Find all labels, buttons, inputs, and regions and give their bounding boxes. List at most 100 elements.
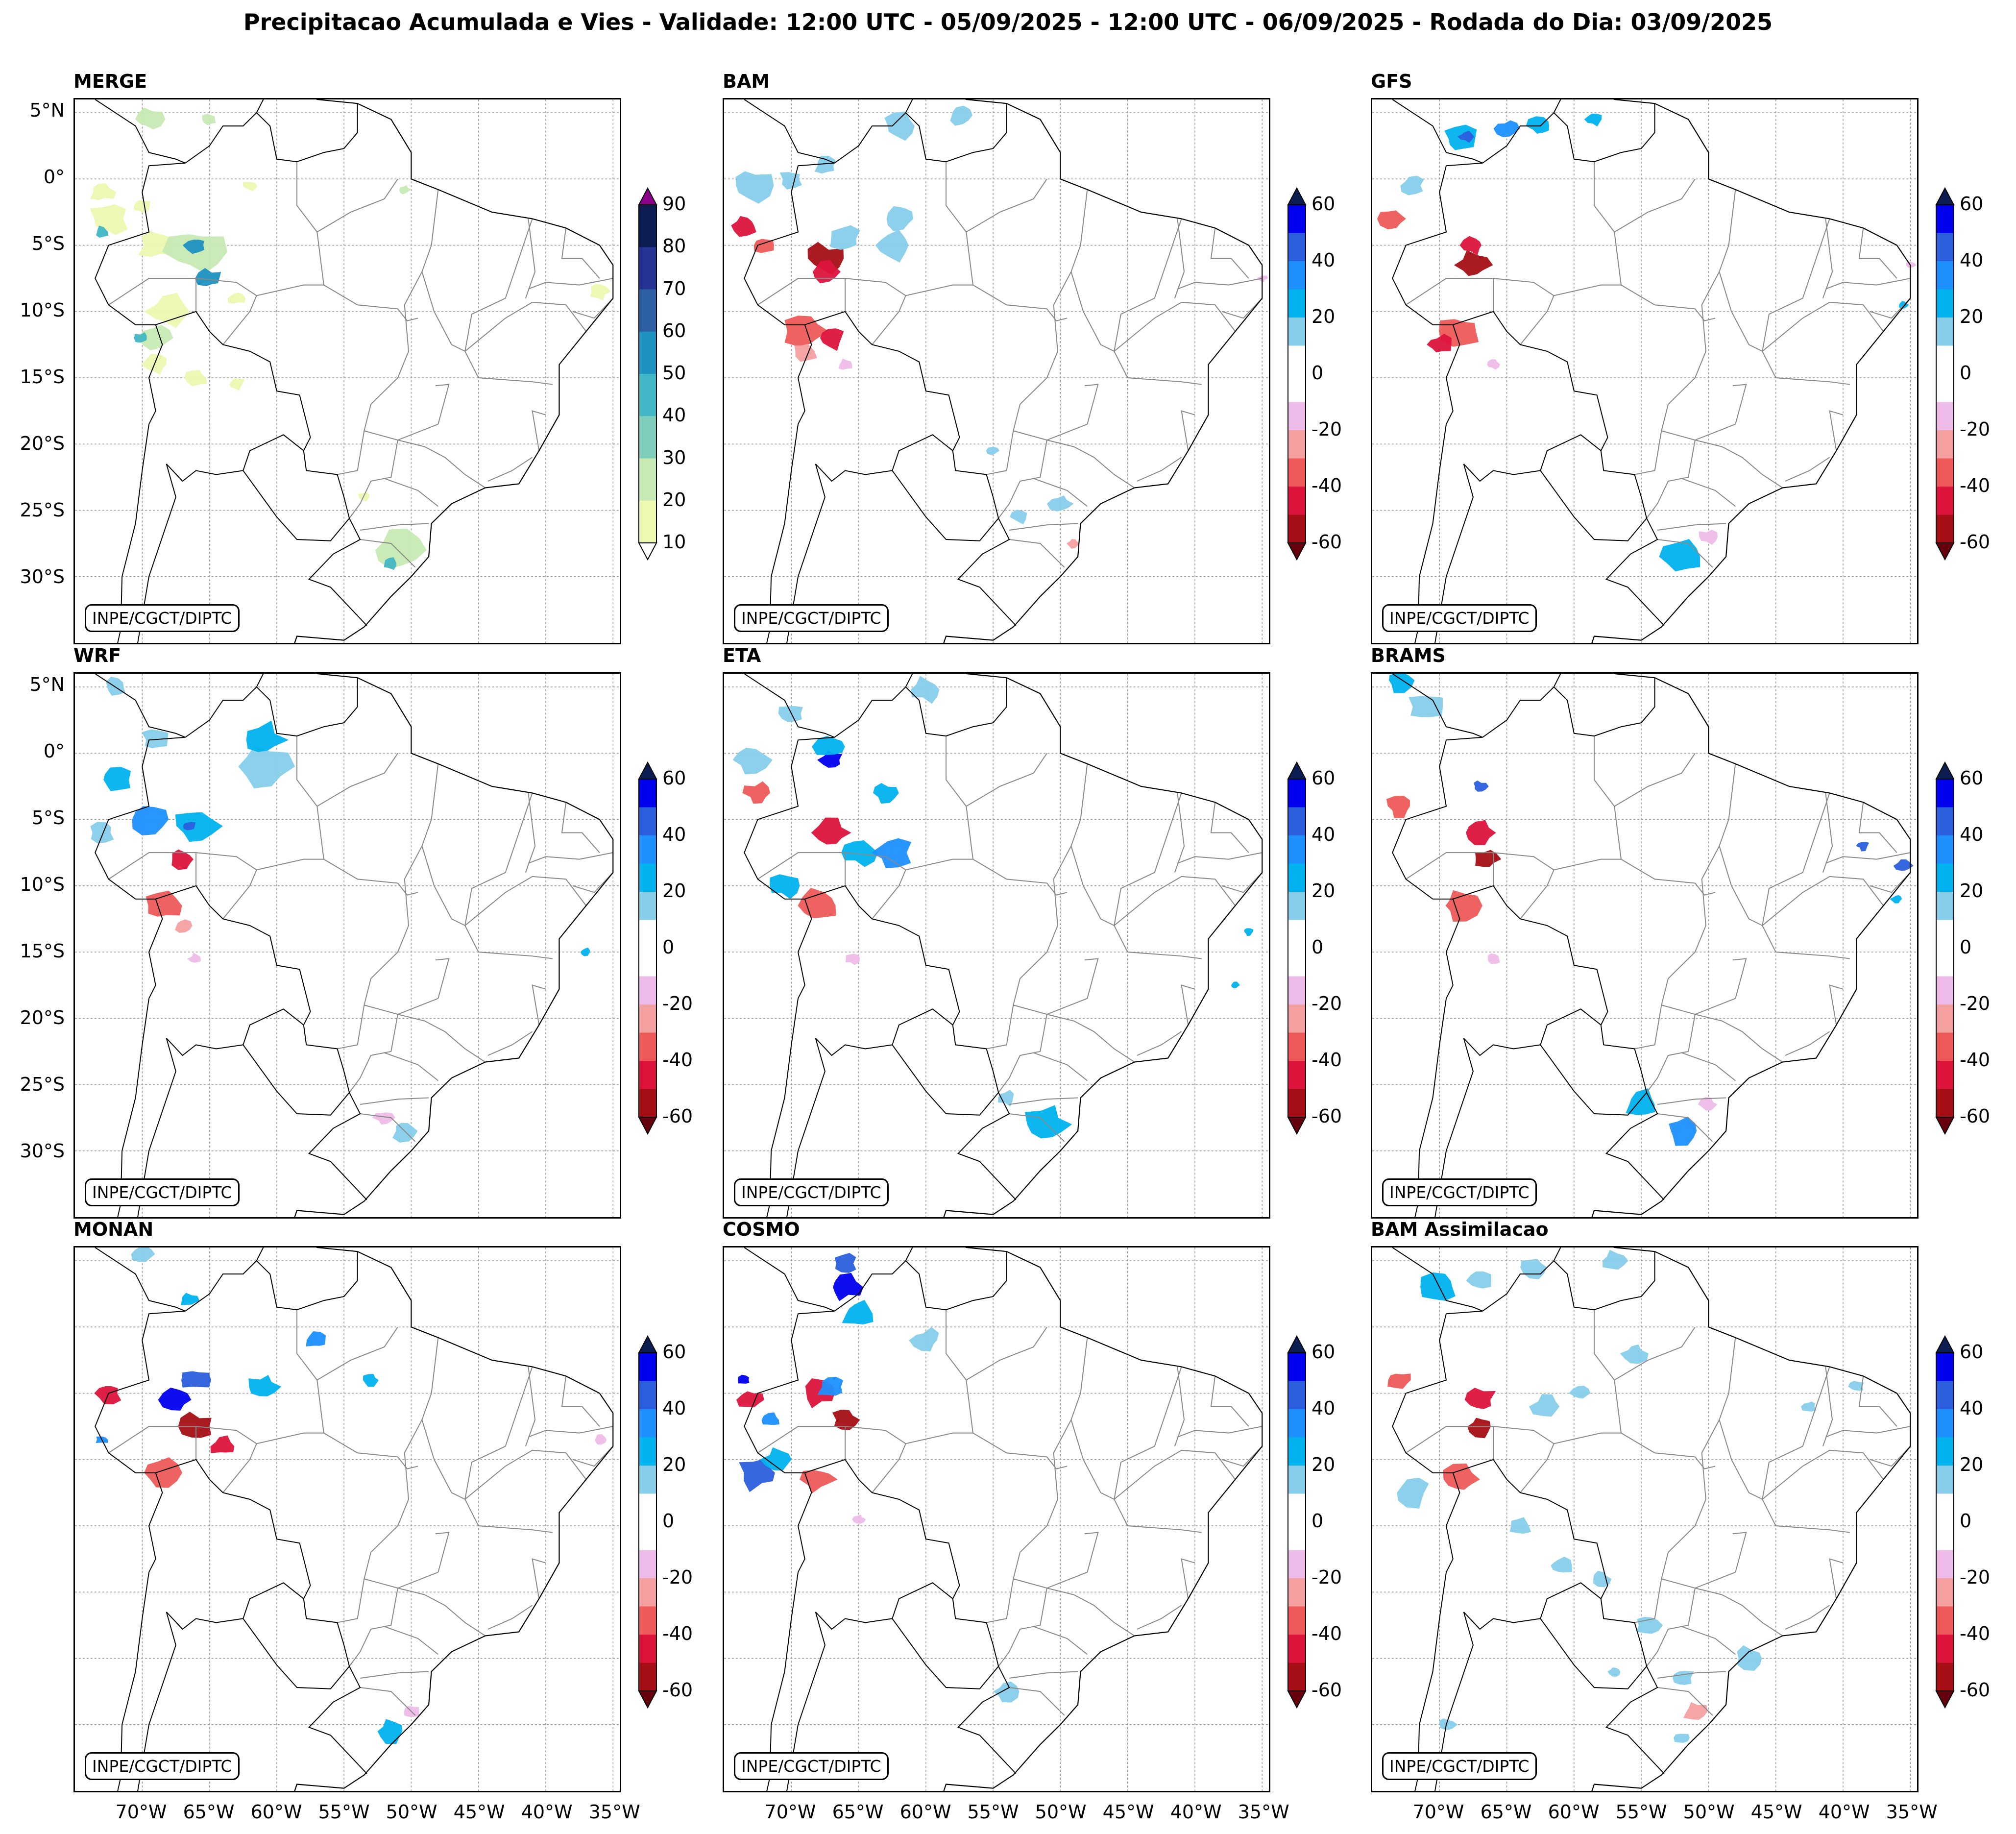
country-border <box>744 1247 835 1573</box>
credit-label: INPE/CGCT/DIPTC <box>85 604 240 632</box>
field-cell <box>838 358 852 370</box>
field-cell <box>184 370 207 387</box>
state-border <box>1732 1532 1747 1572</box>
colorbar-under-arrow <box>1935 1690 1955 1709</box>
state-border <box>966 753 1047 807</box>
state-border <box>384 478 438 507</box>
map-wrf <box>75 674 620 1217</box>
state-border <box>1870 872 1911 893</box>
colorbar-bam <box>1287 187 1307 561</box>
state-border <box>1177 278 1263 290</box>
colorbar-segment <box>639 1522 656 1550</box>
colorbar-segment <box>1288 1663 1306 1691</box>
field-cell <box>1457 130 1474 143</box>
state-border <box>1406 278 1494 312</box>
state-border <box>1070 189 1115 352</box>
state-border <box>1114 793 1182 926</box>
colorbar-segment <box>639 416 656 459</box>
state-border <box>1858 802 1897 853</box>
state-border <box>532 410 546 451</box>
colorbar-segment <box>1936 318 1954 346</box>
field-monan <box>94 1247 607 1744</box>
state-border <box>1084 1532 1099 1572</box>
field-cell <box>175 812 223 842</box>
field-cell <box>202 114 216 125</box>
colorbar-tick-label: -20 <box>1960 993 1991 1014</box>
state-border <box>1825 278 1911 290</box>
colorbar-segment <box>639 892 656 920</box>
lon-tick-label: 60°W <box>250 1801 302 1823</box>
colorbar-tick-label: -60 <box>1960 1679 1991 1701</box>
state-border <box>1870 1446 1911 1467</box>
colorbar-frame <box>638 779 657 1118</box>
field-cell <box>986 447 999 455</box>
lat-tick-label: 5°S <box>31 233 65 255</box>
field-cell <box>187 953 201 963</box>
colorbar-segment <box>1288 261 1306 290</box>
state-border <box>1719 1337 1763 1500</box>
state-border <box>845 1310 974 1444</box>
country-border <box>256 1247 358 1311</box>
state-border <box>1493 736 1622 871</box>
field-cell <box>1584 113 1602 127</box>
state-border <box>1661 1419 1736 1589</box>
state-border <box>360 1671 429 1679</box>
colorbar-tick-label: -60 <box>1312 1105 1342 1127</box>
colorbar-segment <box>1288 318 1306 346</box>
colorbar-tick-label: 40 <box>1960 1397 1984 1419</box>
colorbar-merge <box>638 187 657 561</box>
country-border <box>155 1459 311 1630</box>
field-cell <box>1674 1734 1690 1743</box>
field-cell <box>1529 1394 1560 1417</box>
state-border <box>972 1432 1068 1469</box>
state-border <box>1646 1588 1696 1667</box>
field-cell <box>770 874 800 899</box>
colorbar-frame <box>1287 204 1306 543</box>
field-cell <box>886 206 914 232</box>
colorbar-segment <box>1288 345 1306 374</box>
colorbar-under-arrow <box>638 1117 657 1135</box>
lon-tick-label: 40°W <box>1170 1801 1222 1823</box>
state-border <box>1114 1499 1202 1533</box>
field-cell <box>761 1412 779 1425</box>
state-border <box>1046 440 1135 489</box>
field-cell <box>375 528 427 569</box>
colorbar-graphic <box>1935 761 1955 1135</box>
country-border <box>1414 998 1447 1217</box>
colorbar-tick-label: 60 <box>1312 767 1336 789</box>
country-border <box>185 686 257 738</box>
colorbar-graphic <box>1935 187 1955 561</box>
colorbar-tick-label: 40 <box>662 824 686 845</box>
colorbar-tick-label: 40 <box>662 1397 686 1419</box>
state-border <box>108 852 197 886</box>
field-cell <box>739 1459 775 1492</box>
state-border <box>1114 876 1236 926</box>
country-border <box>308 1666 367 1774</box>
field-cell <box>1890 895 1902 904</box>
colorbar-under-arrow <box>1935 1117 1955 1135</box>
colorbar-segment <box>1936 1522 1954 1550</box>
state-border <box>1070 1337 1115 1500</box>
state-border <box>337 1579 365 1623</box>
field-cell <box>103 766 131 791</box>
colorbar-segment <box>1288 233 1306 262</box>
colorbar-segment <box>1288 1606 1306 1635</box>
coastline <box>1591 674 1911 1217</box>
lon-tick-label: 35°W <box>588 1801 640 1823</box>
colorbar-segment <box>639 1437 656 1466</box>
map-gfs <box>1372 99 1917 643</box>
state-border <box>397 1014 486 1063</box>
colorbar-tick-label: 60 <box>662 767 686 789</box>
field-cell <box>814 155 835 174</box>
colorbar-tick-label: 0 <box>1960 1510 1972 1532</box>
colorbar-tick-label: 40 <box>1312 1397 1336 1419</box>
lat-tick-label: 15°S <box>20 366 65 388</box>
country-border <box>1453 885 1608 1056</box>
state-border <box>349 440 398 519</box>
field-cell <box>144 293 190 328</box>
field-cell <box>1443 1463 1480 1490</box>
colorbar-over-arrow <box>638 187 657 205</box>
country-border <box>185 1260 257 1312</box>
colorbar-frame <box>1936 1352 1954 1691</box>
state-border <box>1657 1671 1726 1679</box>
